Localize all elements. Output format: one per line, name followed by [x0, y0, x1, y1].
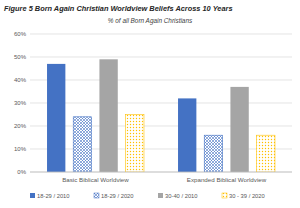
grid-line — [30, 172, 292, 173]
grid-line — [30, 149, 292, 150]
category-label: Basic Biblical Worldview — [62, 176, 129, 183]
y-tick-label: 20% — [14, 123, 27, 129]
grid-line — [30, 103, 292, 104]
x-axis-line — [30, 172, 292, 173]
y-tick-label: 60% — [14, 31, 27, 37]
legend-label: 30-40 / 2010 — [165, 193, 198, 199]
legend-swatch — [158, 193, 163, 198]
legend-swatch — [30, 193, 35, 198]
chart-container: Figure 5 Born Again Christian Worldview … — [0, 0, 300, 208]
bar — [47, 64, 65, 172]
y-tick-label: 10% — [14, 146, 27, 152]
grid — [30, 34, 292, 172]
bar — [99, 59, 117, 172]
chart-svg: Figure 5 Born Again Christian Worldview … — [0, 0, 300, 208]
chart-title: Figure 5 Born Again Christian Worldview … — [4, 4, 233, 13]
chart-subtitle: % of all Born Again Christians — [108, 17, 193, 25]
y-tick-label: 40% — [14, 77, 27, 83]
bar — [73, 117, 91, 172]
legend-swatch — [94, 193, 99, 198]
y-tick-label: 0% — [17, 169, 26, 175]
legend-label: 18-29 / 2020 — [101, 193, 134, 199]
bar — [126, 115, 144, 173]
grid-line — [30, 57, 292, 58]
category-label: Expanded Biblical Worldview — [187, 176, 267, 183]
grid-line — [30, 34, 292, 35]
y-tick-label: 30% — [14, 100, 27, 106]
bar — [204, 135, 222, 172]
legend: 18-29 / 2010 18-29 / 2020 30-40 / 2010 30 -… — [30, 193, 265, 199]
legend-label: 18-29 / 2010 — [37, 193, 70, 199]
bars — [47, 59, 275, 172]
legend-swatch — [222, 193, 227, 198]
y-tick-label: 50% — [14, 54, 27, 60]
grid-line — [30, 80, 292, 81]
bar — [178, 98, 196, 172]
legend-label: 30 - 39 / 2020 — [229, 193, 265, 199]
grid-line — [30, 126, 292, 127]
bar — [230, 87, 248, 172]
bar — [257, 135, 275, 172]
